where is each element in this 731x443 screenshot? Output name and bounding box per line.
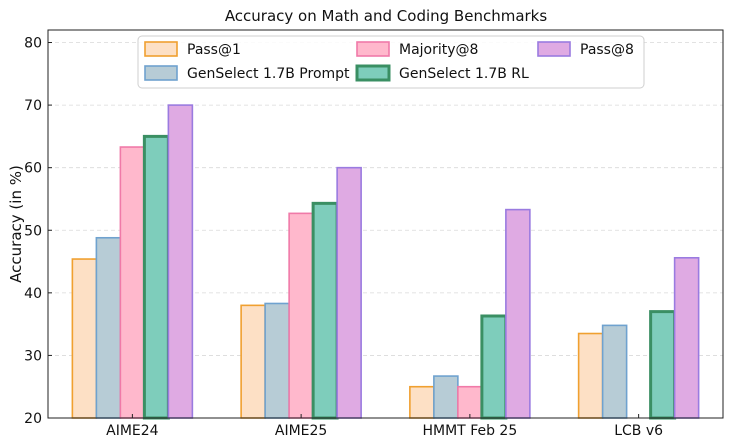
legend-swatch (144, 65, 178, 81)
bar-pass-1-aime25 (240, 304, 266, 419)
bar-pass-1-lcb-v6 (577, 332, 604, 419)
legend-label: GenSelect 1.7B RL (399, 66, 529, 82)
bar-pass-8-aime25 (336, 166, 362, 419)
bar-genselect-1-7b-rl-hmmt-feb-25 (480, 314, 508, 420)
bar-pass-8-aime24 (167, 104, 194, 419)
bar-genselect-1-7b-prompt-lcb-v6 (601, 324, 628, 419)
y-axis-ticks: 20 30 40 50 60 70 80 (24, 36, 52, 427)
bar-genselect-1-7b-prompt-hmmt-feb-25 (433, 375, 459, 419)
y-axis-label: Accuracy (in %) (7, 165, 25, 283)
bar-genselect-1-7b-prompt-aime24 (95, 236, 122, 419)
x-tick-label: HMMT Feb 25 (423, 423, 518, 439)
legend-item-genselect-1-7b-rl: GenSelect 1.7B RL (355, 64, 529, 82)
x-axis-ticks: AIME24 AIME25 HMMT Feb 25 LCB v6 (106, 414, 663, 439)
legend-box (137, 35, 645, 89)
y-tick-label: 40 (24, 286, 42, 302)
legend-swatch (537, 41, 571, 57)
x-tick-label: AIME24 (106, 423, 159, 439)
bar-pass-1-hmmt-feb-25 (409, 385, 435, 419)
y-tick-label: 80 (24, 36, 42, 52)
legend-label: Majority@8 (399, 42, 478, 58)
bar-pass-8-hmmt-feb-25 (505, 208, 531, 419)
y-tick-label: 30 (24, 348, 42, 364)
bar-genselect-1-7b-prompt-aime25 (264, 302, 290, 419)
legend-item-genselect-1-7b-prompt: GenSelect 1.7B Prompt (144, 65, 350, 82)
bar-majority-8-hmmt-feb-25 (457, 385, 483, 419)
legend: Pass@1 GenSelect 1.7B Prompt Majority@8 Gen… (137, 35, 645, 89)
y-tick-label: 20 (24, 411, 42, 427)
legend-item-majority-8: Majority@8 (356, 41, 478, 58)
chart-title: Accuracy on Math and Coding Benchmarks (225, 7, 548, 25)
y-tick-label: 70 (24, 98, 42, 114)
bar-pass-1-aime24 (71, 258, 98, 419)
bar-majority-8-aime25 (288, 212, 314, 419)
bar-genselect-1-7b-rl-aime24 (142, 134, 170, 420)
legend-swatch (356, 41, 390, 57)
legend-item-pass-8: Pass@8 (537, 41, 634, 58)
x-tick-label: AIME25 (275, 423, 327, 439)
legend-item-pass-1: Pass@1 (144, 41, 241, 58)
legend-label: Pass@1 (187, 42, 241, 58)
bar-pass-8-lcb-v6 (673, 256, 700, 419)
plot-frame (47, 29, 724, 419)
y-tick-label: 60 (24, 161, 42, 177)
bar-genselect-1-7b-rl-lcb-v6 (649, 310, 677, 420)
bar-genselect-1-7b-rl-aime25 (311, 201, 339, 420)
bar-majority-8-aime24 (119, 146, 146, 419)
bars (71, 104, 700, 420)
x-tick-label: LCB v6 (614, 423, 663, 439)
legend-label: Pass@8 (580, 42, 634, 58)
legend-swatch (355, 64, 391, 82)
y-tick-label: 50 (24, 223, 42, 239)
legend-swatch (144, 41, 178, 57)
legend-label: GenSelect 1.7B Prompt (187, 66, 350, 82)
